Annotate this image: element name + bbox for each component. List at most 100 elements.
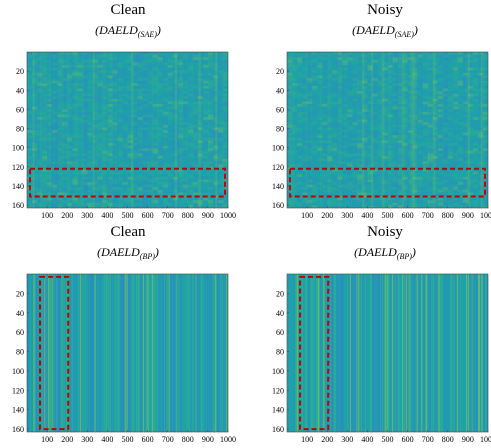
heatmap-cell — [468, 182, 473, 185]
heatmap-cell — [418, 88, 423, 91]
heatmap-cell — [428, 55, 433, 58]
heatmap-cell — [148, 187, 153, 190]
heatmap-cell — [208, 117, 213, 120]
heatmap-cell — [433, 99, 438, 102]
heatmap-cell — [112, 179, 117, 182]
heatmap-cell — [423, 101, 428, 104]
heatmap-cell — [37, 192, 42, 195]
heatmap-cell — [413, 75, 418, 78]
heatmap-cell — [143, 161, 148, 164]
heatmap-cell — [128, 151, 133, 154]
heatmap-cell — [367, 101, 372, 104]
heatmap-cell — [112, 120, 117, 123]
heatmap-cell — [193, 127, 198, 130]
heatmap-cell — [463, 65, 468, 68]
heatmap-cell — [382, 62, 387, 65]
heatmap-cell — [87, 91, 92, 94]
heatmap-cell — [128, 120, 133, 123]
heatmap-cell — [297, 114, 302, 117]
heatmap-cell — [357, 55, 362, 58]
heatmap-cell — [107, 55, 112, 58]
heatmap-cell — [52, 161, 57, 164]
heatmap-cell — [302, 57, 307, 60]
heatmap-cell — [117, 117, 122, 120]
heatmap-cell — [143, 101, 148, 104]
heatmap-cell — [183, 57, 188, 60]
heatmap-cell — [77, 60, 82, 63]
heatmap-cell — [133, 161, 138, 164]
heatmap-cell — [423, 83, 428, 86]
heatmap-cell — [213, 177, 218, 180]
heatmap-cell — [138, 164, 143, 167]
heatmap-cell — [163, 81, 168, 84]
heatmap-cell — [398, 125, 403, 128]
heatmap-cell — [393, 114, 398, 117]
heatmap-cell — [418, 133, 423, 136]
heatmap-cell — [367, 91, 372, 94]
heatmap-cell — [117, 198, 122, 201]
heatmap-cell — [57, 177, 62, 180]
heatmap-cell — [382, 130, 387, 133]
heatmap-cell — [77, 182, 82, 185]
heatmap-cell — [107, 109, 112, 112]
heatmap-cell — [332, 104, 337, 107]
heatmap-cell — [42, 185, 47, 188]
heatmap-cell — [92, 94, 97, 97]
heatmap-cell — [453, 62, 458, 65]
heatmap-cell — [372, 109, 377, 112]
heatmap-cell — [377, 200, 382, 203]
heatmap-cell — [32, 164, 37, 167]
heatmap-cell — [198, 55, 203, 58]
heatmap-cell — [362, 185, 367, 188]
heatmap-cell — [312, 52, 317, 55]
heatmap-cell — [198, 60, 203, 63]
heatmap-cell — [97, 78, 102, 81]
heatmap-cell — [347, 96, 352, 99]
heatmap-cell — [307, 120, 312, 123]
heatmap-cell — [188, 187, 193, 190]
heatmap-cell — [168, 55, 173, 58]
heatmap-cell — [458, 88, 463, 91]
heatmap-cell — [347, 135, 352, 138]
heatmap-cell — [297, 177, 302, 180]
heatmap-cell — [57, 109, 62, 112]
heatmap-cell — [478, 174, 483, 177]
heatmap-cell — [223, 109, 228, 112]
heatmap-cell — [302, 109, 307, 112]
heatmap-cell — [347, 112, 352, 115]
heatmap-cell — [322, 86, 327, 89]
heatmap-cell — [312, 104, 317, 107]
heatmap-cell — [193, 86, 198, 89]
heatmap-cell — [302, 83, 307, 86]
heatmap-cell — [52, 190, 57, 193]
heatmap-cell — [393, 179, 398, 182]
heatmap-cell — [307, 73, 312, 76]
heatmap-cell — [372, 135, 377, 138]
heatmap-cell — [47, 109, 52, 112]
heatmap-cell — [382, 65, 387, 68]
heatmap-cell — [138, 146, 143, 149]
heatmap-cell — [97, 138, 102, 141]
heatmap-cell — [307, 156, 312, 159]
heatmap-cell — [287, 70, 292, 73]
heatmap-cell — [367, 177, 372, 180]
heatmap-cell — [312, 62, 317, 65]
heatmap-cell — [473, 153, 478, 156]
heatmap-cell — [143, 99, 148, 102]
heatmap-cell — [143, 81, 148, 84]
heatmap-cell — [322, 114, 327, 117]
y-tick-label: 20 — [16, 67, 24, 76]
heatmap-cell — [438, 112, 443, 115]
heatmap-cell — [128, 182, 133, 185]
heatmap-cell — [352, 143, 357, 146]
heatmap-cell — [297, 75, 302, 78]
heatmap-cell — [302, 140, 307, 143]
heatmap-cell — [372, 122, 377, 125]
heatmap-cell — [218, 133, 223, 136]
heatmap-cell — [128, 174, 133, 177]
heatmap-cell — [453, 174, 458, 177]
heatmap-cell — [433, 200, 438, 203]
heatmap-cell — [382, 182, 387, 185]
heatmap-cell — [458, 57, 463, 60]
heatmap-cell — [382, 187, 387, 190]
